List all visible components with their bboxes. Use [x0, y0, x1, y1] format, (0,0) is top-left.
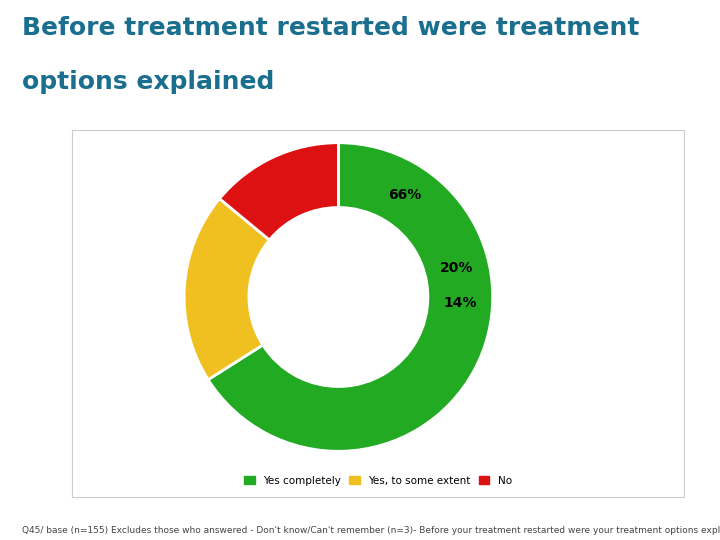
- Wedge shape: [220, 143, 338, 240]
- Text: 66%: 66%: [388, 188, 421, 202]
- Text: 20%: 20%: [440, 260, 473, 274]
- Text: options explained: options explained: [22, 70, 274, 94]
- Text: Before treatment restarted were treatment: Before treatment restarted were treatmen…: [22, 16, 639, 40]
- Text: Q45/ base (n=155) Excludes those who answered - Don't know/Can't remember (n=3)-: Q45/ base (n=155) Excludes those who ans…: [22, 525, 720, 535]
- Wedge shape: [184, 199, 269, 380]
- Legend: Yes completely, Yes, to some extent, No: Yes completely, Yes, to some extent, No: [240, 471, 516, 490]
- Text: 14%: 14%: [444, 296, 477, 310]
- Wedge shape: [208, 143, 492, 451]
